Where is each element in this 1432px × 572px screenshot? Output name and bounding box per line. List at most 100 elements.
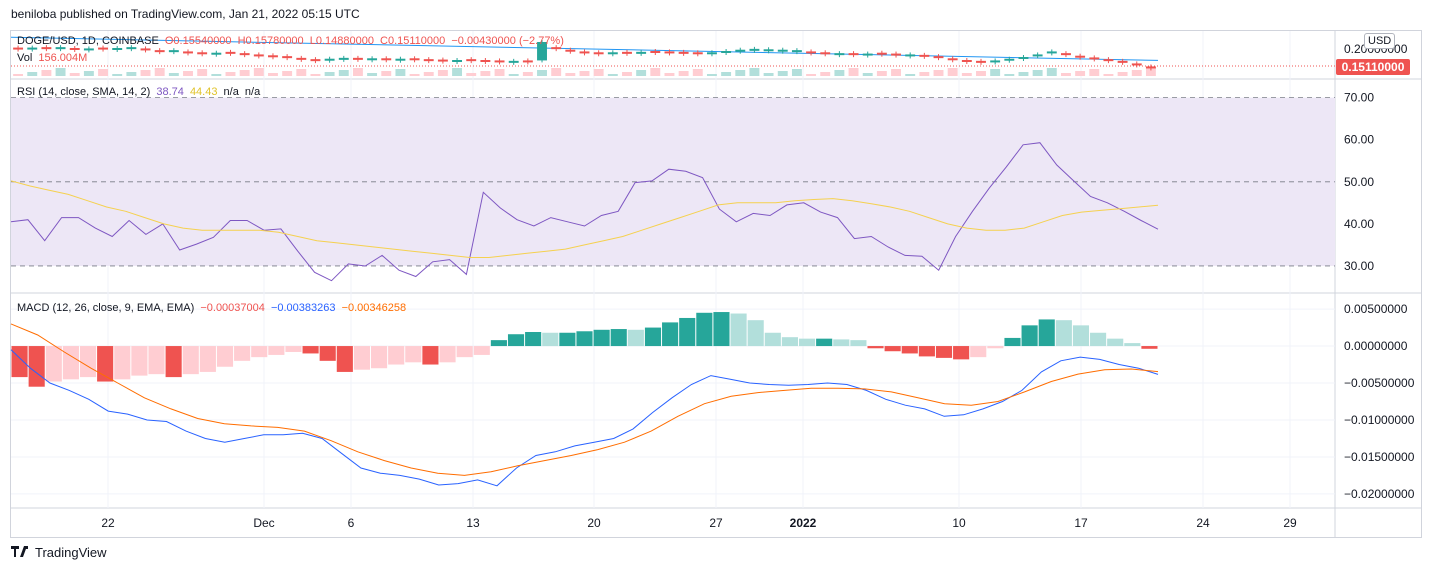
volume-bar (791, 69, 802, 76)
volume-bar (494, 69, 505, 76)
candle (296, 57, 307, 60)
last-price-tag: 0.15110000 (1336, 59, 1410, 75)
candle (409, 58, 420, 61)
volume-bar (168, 73, 179, 76)
volume-value: 156.004M (38, 52, 88, 64)
volume-bar (933, 70, 944, 76)
volume-bar (1103, 74, 1114, 76)
candle (98, 47, 108, 50)
volume-bar (1075, 71, 1086, 76)
symbol-name[interactable]: DOGE/USD, 1D, COINBASE (17, 35, 159, 47)
volume-bar (636, 70, 647, 76)
candle (706, 52, 717, 55)
volume-label[interactable]: Vol (17, 52, 33, 64)
candle (1089, 57, 1100, 60)
volume-bar (706, 74, 717, 76)
volume-bar (268, 73, 278, 76)
macd-axis-tick-label: −0.01500000 (1344, 450, 1415, 464)
candle (508, 60, 519, 63)
volume-bar (282, 71, 293, 76)
x-axis-tick-label: 29 (1283, 516, 1297, 530)
volume-bar (423, 72, 434, 76)
macd-histogram-bar (285, 346, 302, 352)
candle (593, 52, 604, 55)
ohlc-change: −0.00430000 (−2.77%) (451, 35, 564, 47)
volume-legend: Vol 156.004M (17, 52, 90, 64)
candle (1075, 55, 1086, 58)
candle (1061, 53, 1071, 56)
macd-histogram-bar (1090, 332, 1107, 347)
rsi-label[interactable]: RSI (14, close, SMA, 14, 2) (17, 86, 151, 98)
candle (565, 49, 576, 52)
macd-histogram-bar (987, 346, 1004, 349)
macd-histogram-bar (97, 346, 114, 382)
volume-bar (905, 74, 916, 76)
volume-bar (41, 70, 52, 76)
volume-bar (27, 72, 38, 76)
candle (466, 59, 477, 62)
volume-bar (551, 68, 562, 76)
x-axis-tick-label: 20 (587, 516, 601, 530)
macd-histogram-bar (730, 313, 747, 347)
rsi-axis-tick-label: 60.00 (1344, 133, 1374, 147)
macd-axis-tick-label: −0.01000000 (1344, 413, 1415, 427)
macd-histogram-bar (216, 346, 234, 367)
volume-bar (565, 73, 576, 76)
macd-histogram-bar (251, 346, 268, 358)
candle (933, 56, 944, 59)
candle (834, 53, 845, 56)
volume-bar (381, 71, 392, 76)
volume-bar (409, 74, 420, 76)
macd-histogram-bar (884, 346, 901, 352)
candle (1046, 51, 1057, 54)
macd-label[interactable]: MACD (12, 26, close, 9, EMA, EMA) (17, 302, 195, 314)
macd-series-line (10, 349, 1159, 487)
macd-histogram-bar (28, 346, 45, 387)
candle (395, 58, 406, 61)
candle (225, 51, 236, 54)
x-axis-tick-label: 17 (1074, 516, 1088, 530)
volume-bar (69, 73, 80, 76)
candle (13, 47, 24, 50)
macd-histogram-bar (525, 332, 542, 347)
rsi-axis-tick-label: 30.00 (1344, 259, 1374, 273)
macd-legend: MACD (12, 26, close, 9, EMA, EMA) −0.000… (17, 302, 409, 314)
candle (381, 58, 392, 61)
candle (905, 54, 916, 57)
candle (1032, 54, 1043, 57)
candle (976, 60, 986, 63)
candle (735, 49, 746, 52)
candle (862, 53, 873, 56)
rsi-axis-tick-label: 40.00 (1344, 217, 1374, 231)
rsi-sma-value: 44.43 (189, 86, 218, 98)
candle (1117, 60, 1128, 63)
candle (636, 51, 647, 54)
macd-histogram-bar (953, 346, 970, 360)
candle (55, 47, 66, 50)
volume-bar (437, 70, 448, 76)
volume-bar (83, 71, 94, 76)
macd-histogram-bar (131, 346, 148, 376)
ohlc-low: L0.14880000 (309, 35, 374, 47)
volume-bar (692, 69, 703, 76)
candle (367, 58, 378, 61)
macd-histogram-bar (11, 346, 28, 378)
volume-bar (338, 70, 349, 76)
currency-button[interactable]: USD (1364, 33, 1396, 49)
macd-histogram-bar (1038, 319, 1055, 347)
volume-bar (976, 71, 986, 76)
candle (1004, 58, 1015, 61)
macd-histogram-bar (405, 346, 422, 363)
candle (310, 59, 321, 62)
candle (579, 51, 590, 54)
volume-bar (126, 72, 137, 76)
volume-bar (735, 70, 746, 76)
macd-histogram-bar (644, 327, 662, 347)
macd-histogram-bar (268, 346, 285, 355)
candle (452, 60, 463, 62)
tradingview-logo-icon (11, 545, 31, 560)
macd-histogram-bar (507, 334, 525, 347)
macd-histogram-bar (781, 337, 798, 347)
macd-histogram-bar (1107, 338, 1124, 347)
